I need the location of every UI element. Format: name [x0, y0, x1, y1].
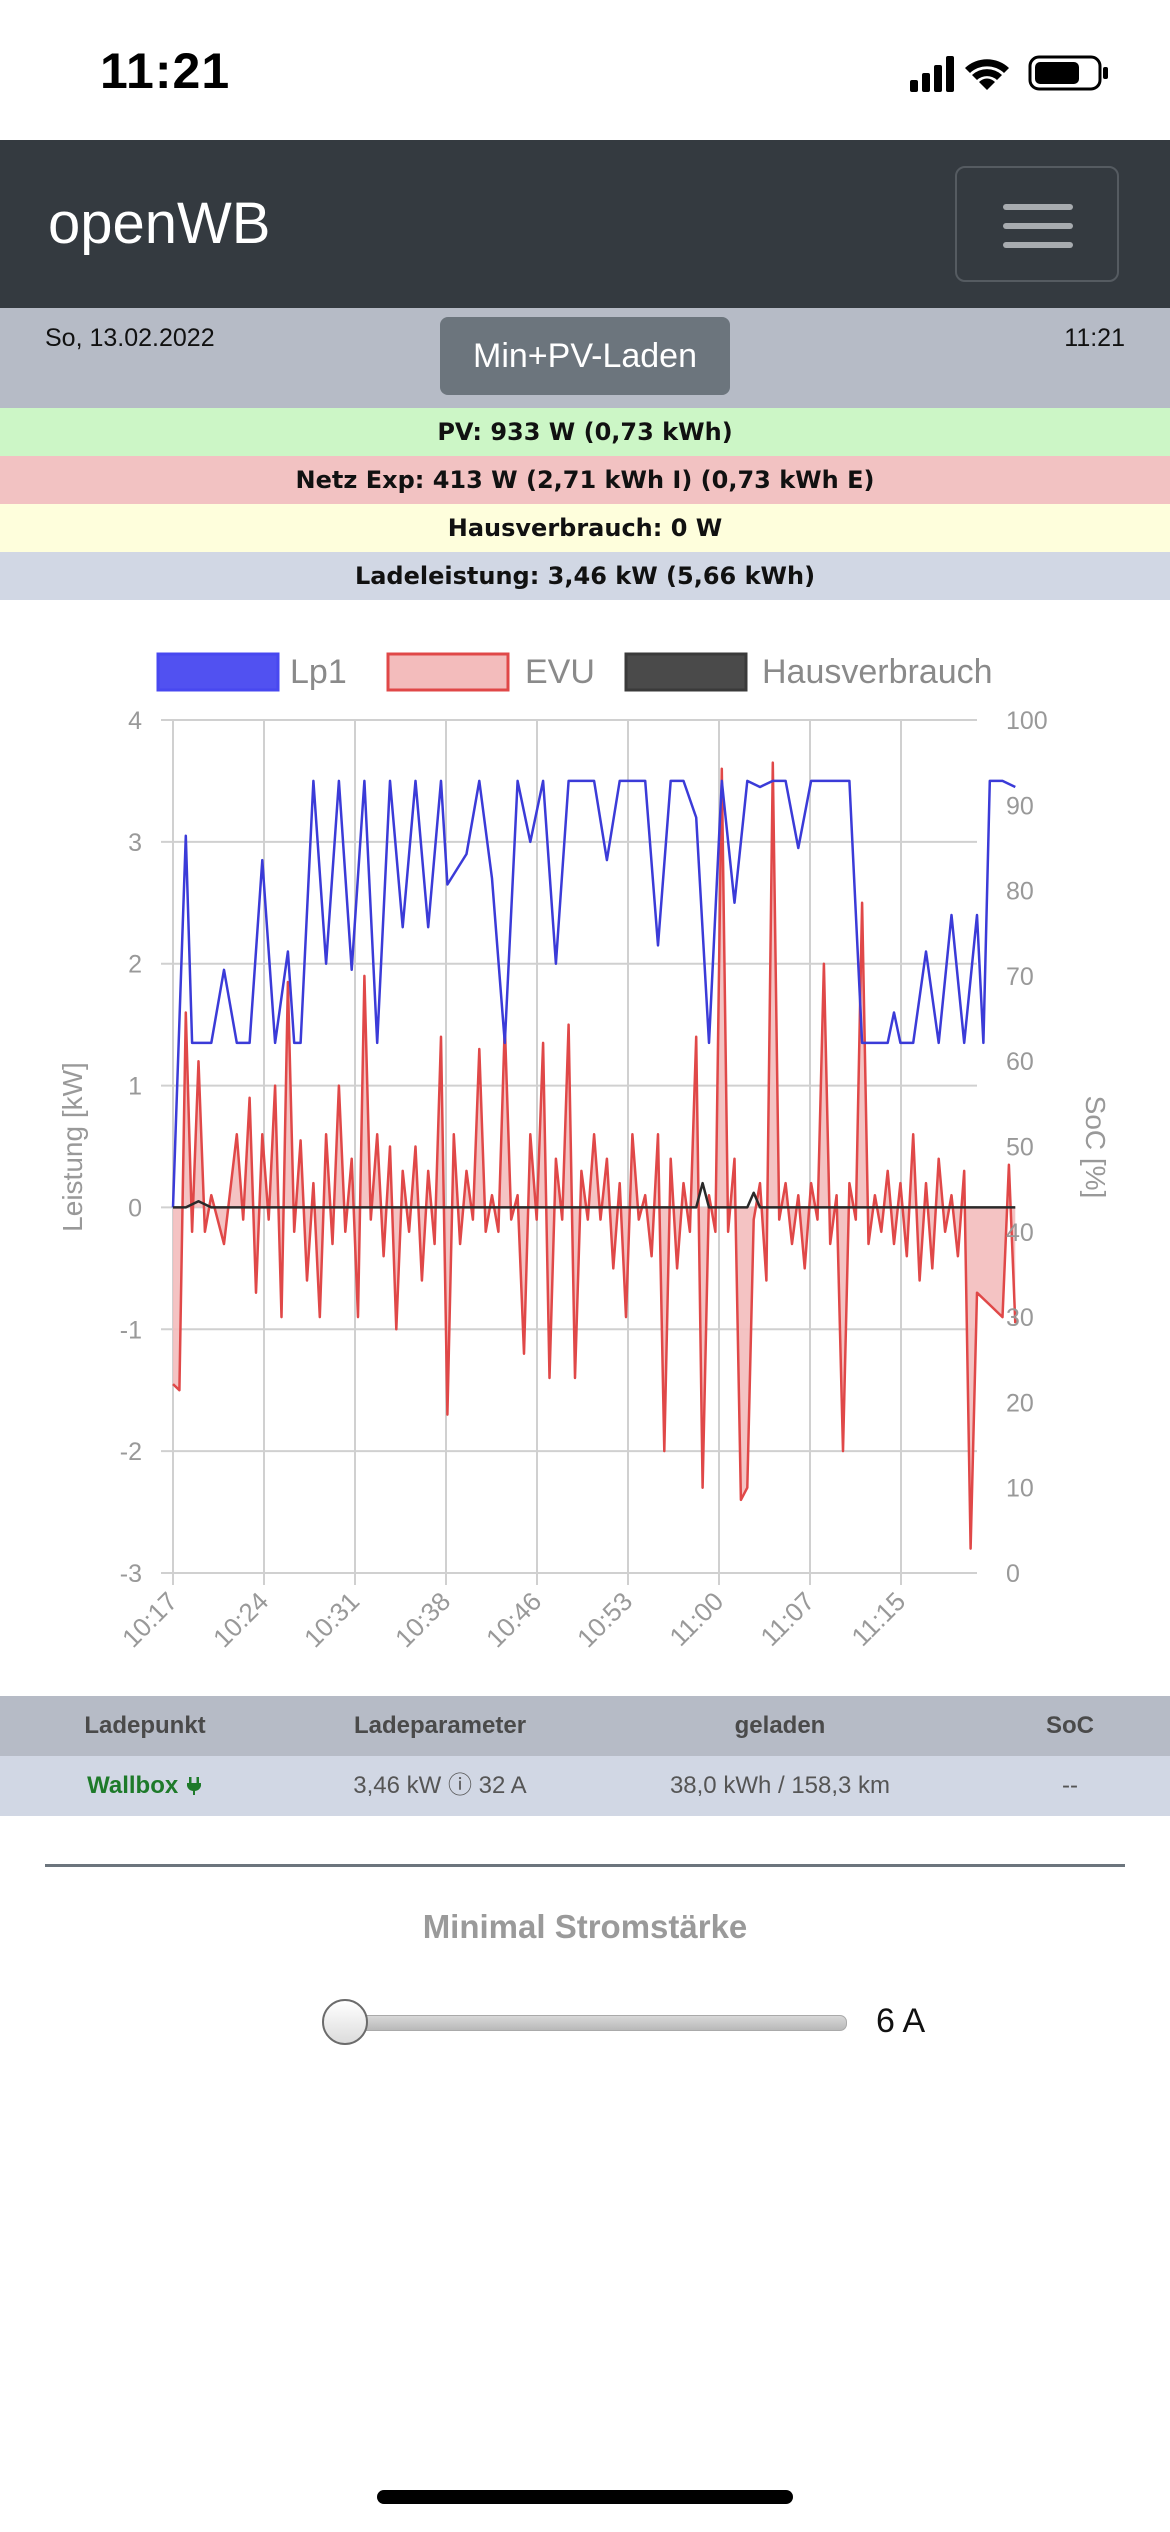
- chargepoint-cell[interactable]: Wallbox: [40, 1756, 250, 1816]
- x-tick-label: 10:46: [480, 1586, 547, 1653]
- col-header-soc: SoC: [1046, 1712, 1094, 1739]
- x-tick-label: 10:38: [389, 1586, 456, 1653]
- y-tick-left: 1: [128, 1073, 142, 1101]
- date-label: So, 13.02.2022: [45, 324, 215, 352]
- y-tick-right: 70: [1006, 963, 1034, 991]
- y-tick-right: 100: [1006, 707, 1048, 735]
- x-tick-label: 11:07: [754, 1586, 820, 1652]
- chart-legend: Lp1 EVU Hausverbrauch: [156, 652, 993, 692]
- menu-toggle-button[interactable]: [955, 166, 1119, 282]
- chart-series: [171, 761, 1017, 1550]
- series-area-evu: [173, 762, 1016, 1549]
- slider-handle[interactable]: [322, 1999, 368, 2045]
- table-row: Wallbox 3,46 kW ⓘ 32 A 38,0 kWh / 158,3 …: [0, 1756, 1170, 1816]
- x-tick-label: 10:17: [116, 1586, 183, 1653]
- divider: [45, 1864, 1125, 1867]
- chargepoint-name[interactable]: Wallbox: [87, 1772, 179, 1799]
- status-bar: 11:21: [0, 0, 1170, 140]
- series-line-evu: [172, 761, 1017, 1550]
- hamburger-icon: [1003, 223, 1073, 229]
- pv-info: PV: 933 W (0,73 kWh): [0, 408, 1170, 456]
- col-header-ladepunkt: Ladepunkt: [84, 1712, 206, 1739]
- y-tick-right: 0: [1006, 1560, 1020, 1588]
- y-tick-right: 30: [1006, 1304, 1034, 1332]
- y-tick-right: 10: [1006, 1475, 1034, 1503]
- y-tick-right: 80: [1006, 878, 1034, 906]
- y-tick-right: 60: [1006, 1048, 1034, 1076]
- power-chart: Lp1 EVU Hausverbrauch 43210-1-2-3100908070…: [57, 652, 1111, 1653]
- y-tick-left: -2: [120, 1438, 142, 1466]
- x-tick-label: 10:53: [571, 1586, 638, 1653]
- status-time: 11:21: [100, 43, 231, 99]
- soc-cell: --: [1062, 1772, 1078, 1799]
- navbar: openWB: [0, 140, 1170, 308]
- grid-info: Netz Exp: 413 W (2,71 kWh I) (0,73 kWh E…: [0, 456, 1170, 504]
- time-label: 11:21: [1064, 324, 1125, 352]
- col-header-geladen: geladen: [734, 1712, 826, 1739]
- y-tick-right: 90: [1006, 792, 1034, 820]
- y-tick-right: 40: [1006, 1219, 1034, 1247]
- brand-title[interactable]: openWB: [48, 191, 271, 256]
- legend-swatch-hausverbrauch: [624, 652, 748, 692]
- status-icons: [910, 52, 1120, 92]
- y-tick-right: 20: [1006, 1389, 1034, 1417]
- y-tick-right: 50: [1006, 1134, 1034, 1162]
- y-tick-left: -1: [120, 1316, 142, 1344]
- charge-params-cell: 3,46 kW ⓘ 32 A: [353, 1772, 527, 1799]
- y-tick-left: 0: [128, 1194, 142, 1222]
- y-axis-label-left: Leistung [kW]: [57, 1062, 88, 1232]
- x-tick-label: 11:15: [845, 1586, 911, 1652]
- min-current-slider[interactable]: [345, 2015, 847, 2031]
- y-tick-left: 2: [128, 951, 142, 979]
- x-tick-label: 11:00: [663, 1586, 729, 1652]
- legend-label-lp1: Lp1: [290, 653, 347, 691]
- min-current-value: 6 A: [876, 2002, 926, 2040]
- charged-cell: 38,0 kWh / 158,3 km: [669, 1772, 891, 1799]
- min-current-label: Minimal Stromstärke: [422, 1908, 748, 1945]
- plug-icon: [186, 1777, 201, 1795]
- mode-bar: So, 13.02.2022 Min+PV-Laden 11:21: [0, 308, 1170, 408]
- hamburger-icon: [1003, 242, 1073, 248]
- x-tick-label: 10:24: [207, 1586, 274, 1653]
- legend-swatch-evu: [386, 652, 510, 692]
- legend-swatch-lp1: [156, 652, 280, 692]
- house-consumption-info: Hausverbrauch: 0 W: [0, 504, 1170, 552]
- col-header-ladeparameter: Ladeparameter: [353, 1712, 527, 1739]
- y-tick-left: -3: [120, 1560, 142, 1588]
- hamburger-icon: [1003, 204, 1073, 210]
- x-tick-label: 10:31: [298, 1586, 365, 1653]
- y-tick-left: 4: [128, 707, 142, 735]
- signal-wifi-battery-icon: [910, 55, 1108, 92]
- charging-power-info: Ladeleistung: 3,46 kW (5,66 kWh): [0, 552, 1170, 600]
- charge-mode-button[interactable]: Min+PV-Laden: [440, 317, 730, 395]
- y-axis-label-right: SoC [%]: [1080, 1096, 1111, 1199]
- series-line-lp1: [171, 779, 1016, 1208]
- table-header: Ladepunkt Ladeparameter geladen SoC: [0, 1696, 1170, 1756]
- y-tick-left: 3: [128, 829, 142, 857]
- series-line-hausverbrauch: [173, 1181, 1016, 1209]
- legend-label-evu: EVU: [525, 653, 595, 691]
- home-indicator: [377, 2490, 793, 2504]
- legend-label-hausverbrauch: Hausverbrauch: [762, 653, 993, 691]
